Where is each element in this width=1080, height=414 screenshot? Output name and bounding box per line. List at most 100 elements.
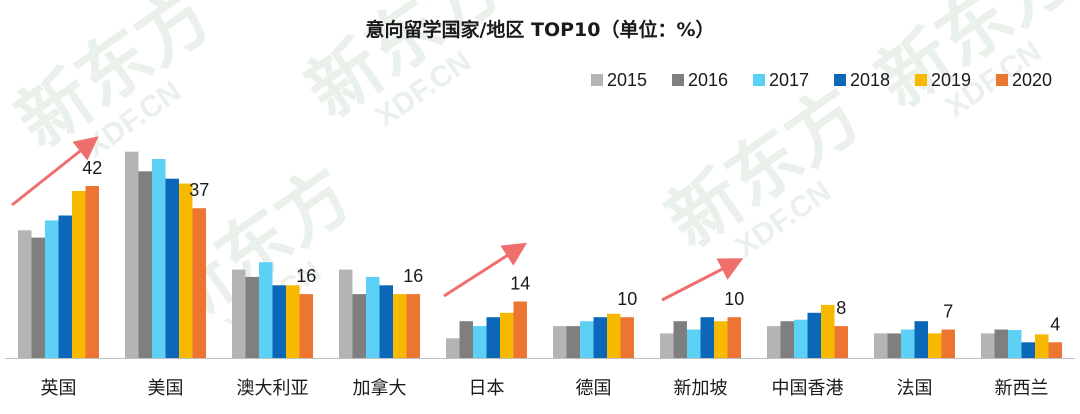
legend-label: 2015: [607, 70, 647, 90]
bar-2017: [473, 326, 487, 358]
legend-swatch: [672, 74, 684, 86]
bar-2020: [834, 326, 848, 358]
legend-swatch: [834, 74, 846, 86]
bar-2015: [18, 230, 32, 358]
bar-2018: [807, 312, 821, 358]
data-label: 14: [510, 274, 530, 294]
bar-2020: [299, 294, 313, 358]
bar-2017: [259, 262, 273, 358]
bar-2018: [700, 317, 714, 358]
legend-swatch: [591, 74, 603, 86]
bar-2015: [660, 333, 674, 358]
bar-2019: [1035, 334, 1049, 358]
data-label: 10: [724, 289, 744, 309]
category-label: 法国: [897, 378, 933, 399]
bar-2019: [500, 312, 514, 358]
bar-2016: [138, 171, 152, 358]
bar-2016: [245, 276, 259, 358]
bar-2016: [566, 326, 580, 358]
legend-label: 2016: [688, 70, 728, 90]
category-label: 德国: [576, 378, 612, 399]
bar-2020: [620, 317, 634, 358]
legend-label: 2018: [850, 70, 890, 90]
legend-label: 2019: [931, 70, 971, 90]
trend-arrow: [443, 242, 528, 298]
data-label: 7: [943, 302, 953, 322]
bar-2019: [393, 294, 407, 358]
bar-2019: [928, 333, 942, 358]
bar-2015: [339, 269, 353, 358]
bar-2017: [794, 319, 808, 358]
bar-2015: [767, 326, 781, 358]
bar-2018: [914, 321, 928, 358]
bar-2019: [821, 304, 835, 358]
bar-2018: [486, 317, 500, 358]
bar-2020: [941, 329, 955, 358]
trend-arrow: [661, 258, 744, 302]
bar-2018: [272, 285, 286, 358]
bar-2020: [85, 186, 99, 358]
category-labels-group: 英国 美国 澳大利亚 加拿大 日本 德国 新加坡 中国香港 法国 新西兰: [41, 377, 1049, 399]
data-label: 4: [1050, 314, 1060, 334]
data-labels-group: 42 37 16 16 14 10 10 8 7 4: [82, 158, 1060, 334]
bar-2018: [593, 317, 607, 358]
bar-2018: [1021, 342, 1035, 358]
bar-2017: [366, 276, 380, 358]
bar-2016: [994, 329, 1008, 358]
bar-2016: [459, 321, 473, 358]
legend-swatch: [996, 74, 1008, 86]
bar-2017: [687, 329, 701, 358]
category-label: 英国: [41, 378, 77, 399]
bar-2019: [179, 183, 193, 358]
bar-2019: [607, 313, 621, 358]
data-label: 8: [836, 298, 846, 318]
bar-2020: [1048, 342, 1062, 358]
data-label: 37: [189, 180, 209, 200]
data-label: 16: [296, 266, 316, 286]
bar-2015: [553, 326, 567, 358]
trend-arrows: [11, 136, 744, 302]
legend-swatch: [753, 74, 765, 86]
bar-2019: [286, 285, 300, 358]
bar-2016: [780, 321, 794, 358]
bar-2015: [981, 333, 995, 358]
category-label: 新加坡: [674, 378, 728, 399]
legend-label: 2020: [1012, 70, 1052, 90]
bar-2017: [152, 159, 166, 358]
category-label: 加拿大: [353, 377, 407, 399]
trend-arrow: [11, 136, 99, 207]
bar-2015: [125, 151, 139, 358]
category-label: 新西兰: [995, 378, 1049, 399]
bar-2020: [406, 294, 420, 358]
bar-2016: [673, 321, 687, 358]
bars-group: [5, 151, 1075, 359]
bar-2017: [45, 220, 59, 358]
legend: 2015 2016 2017 2018 2019 2020: [591, 70, 1052, 90]
category-label: 澳大利亚: [237, 378, 309, 399]
bar-2016: [31, 237, 45, 358]
bar-2015: [446, 338, 460, 358]
bar-2019: [714, 321, 728, 358]
data-label: 10: [617, 289, 637, 309]
category-label: 日本: [469, 378, 505, 399]
data-label: 16: [403, 266, 423, 286]
bar-2018: [58, 215, 72, 358]
bar-2016: [887, 333, 901, 358]
bar-2020: [192, 208, 206, 358]
bar-2017: [1008, 330, 1022, 358]
bar-2015: [874, 333, 888, 358]
bar-2017: [901, 329, 915, 358]
chart-title: 意向留学国家/地区 TOP10（单位：%）: [365, 18, 714, 41]
category-label: 美国: [148, 378, 184, 399]
bar-2020: [727, 317, 741, 358]
bar-2018: [165, 178, 179, 358]
bar-2019: [72, 191, 86, 358]
bar-2015: [232, 269, 246, 358]
bar-2016: [352, 294, 366, 358]
legend-label: 2017: [769, 70, 809, 90]
category-label: 中国香港: [772, 378, 844, 399]
